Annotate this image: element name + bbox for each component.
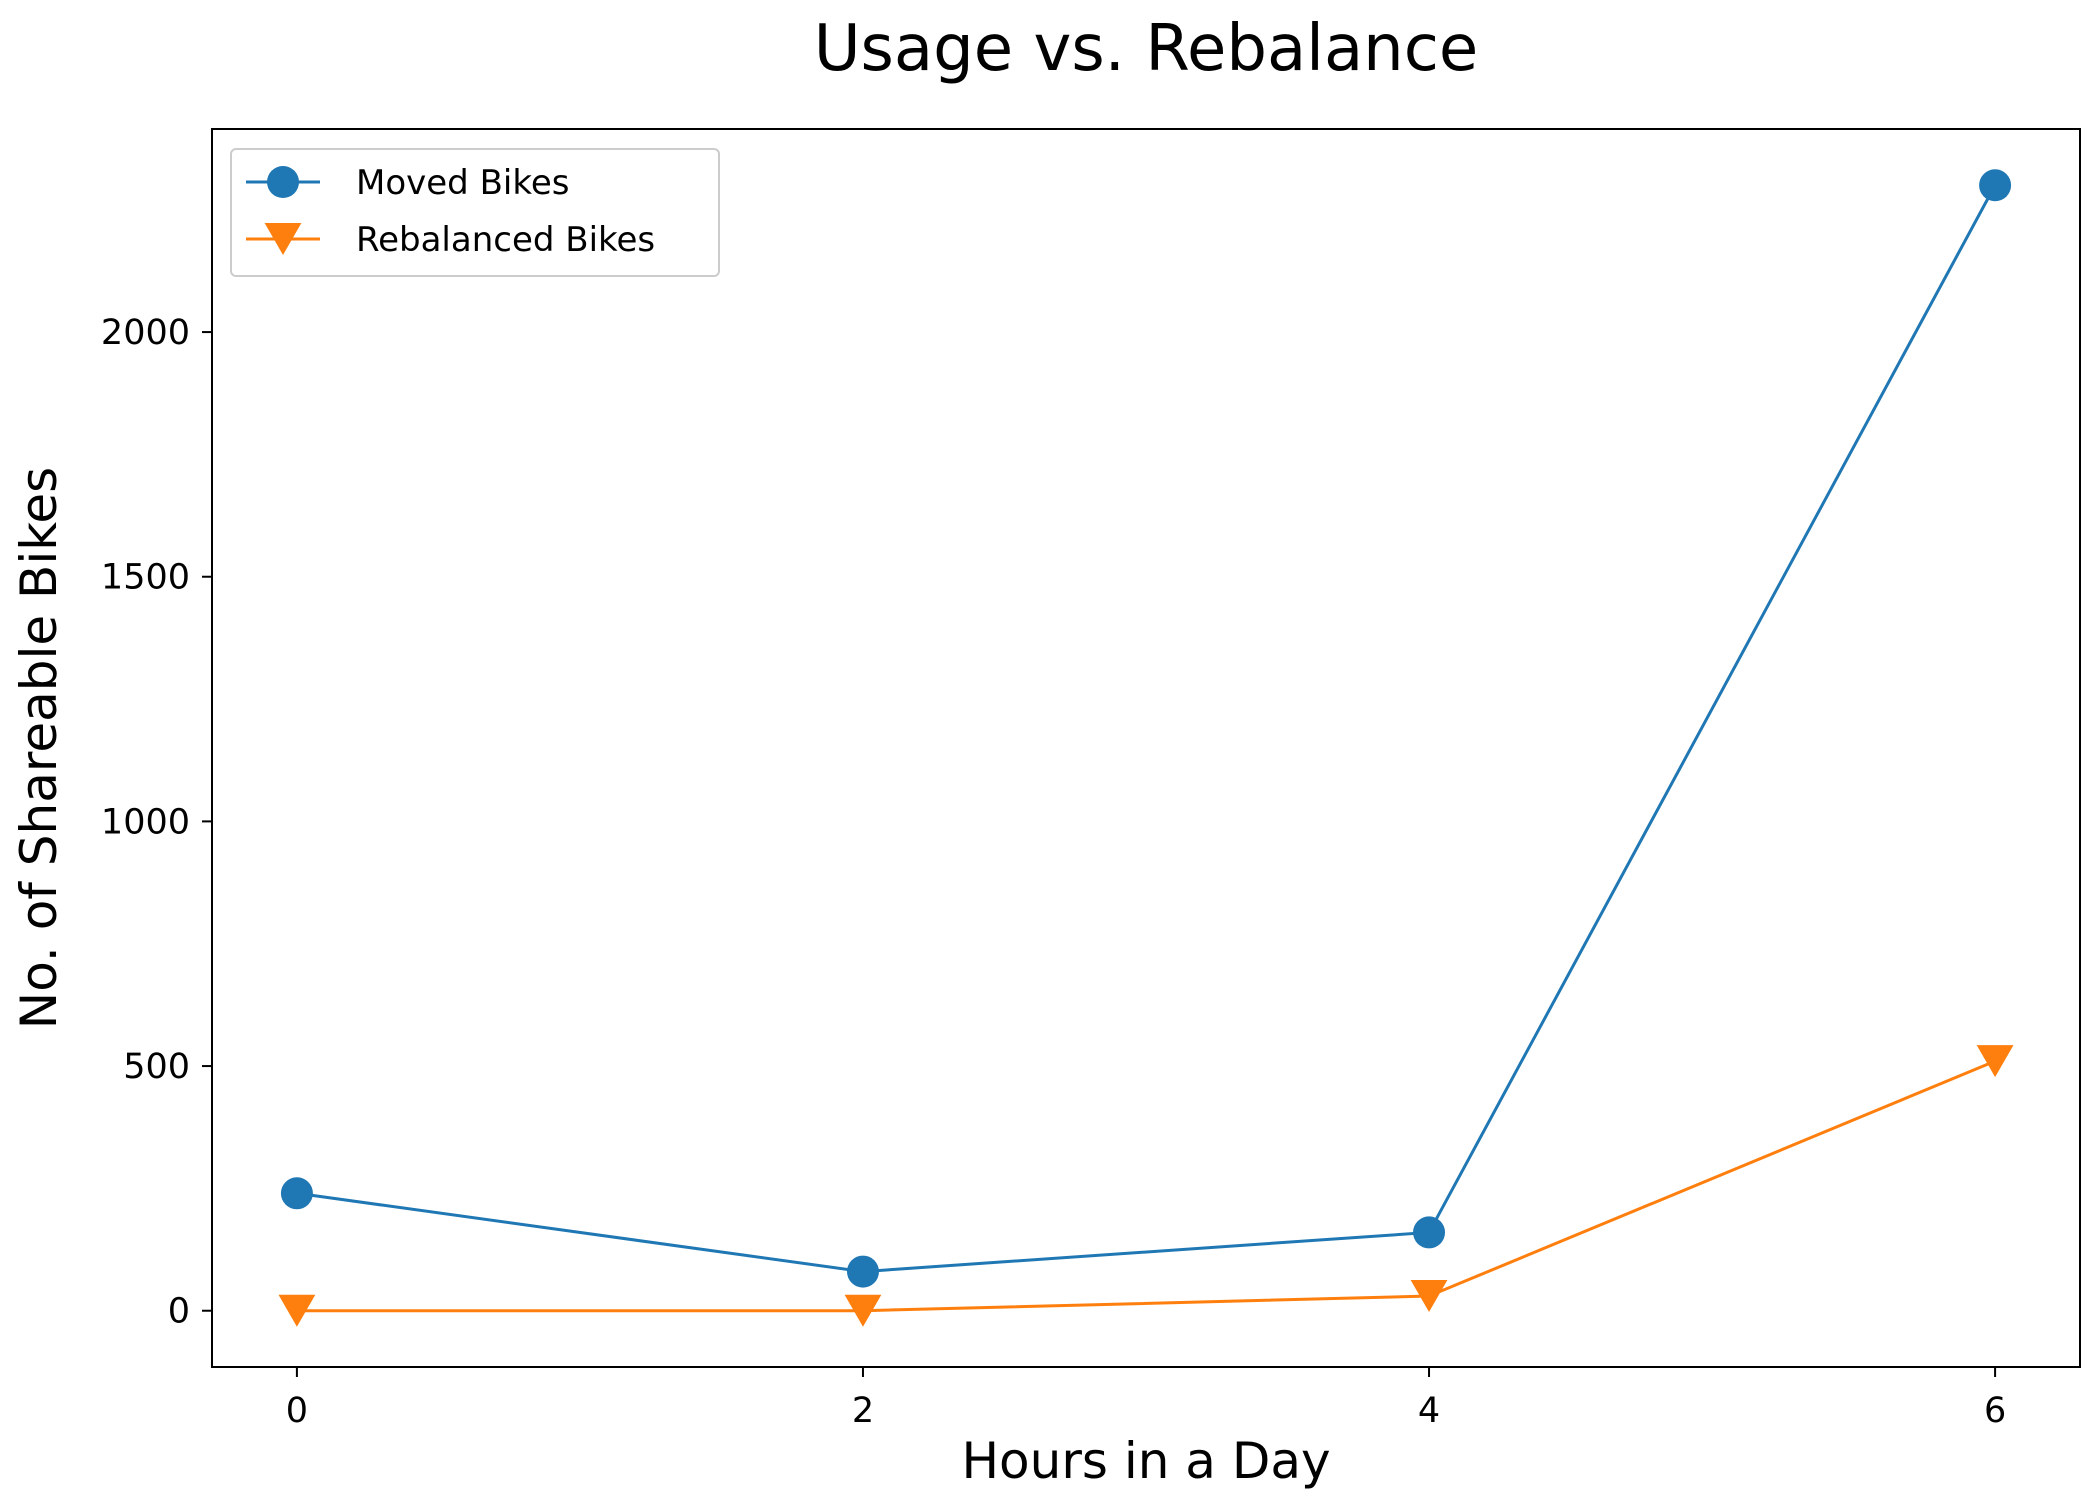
x-tick-label: 0	[286, 1391, 308, 1431]
legend-entry: Rebalanced Bikes	[246, 220, 655, 260]
data-point	[1410, 1280, 1448, 1313]
series-line	[296, 1059, 1996, 1313]
data-point	[844, 1294, 882, 1327]
x-axis-title: Hours in a Day	[961, 1432, 1330, 1490]
legend-label: Moved Bikes	[356, 163, 569, 203]
legend-label: Rebalanced Bikes	[356, 220, 655, 260]
x-axis-ticks: 0 2 4 6	[286, 1367, 2006, 1431]
data-point	[846, 1255, 879, 1288]
plot-frame	[211, 128, 2081, 1368]
legend-box	[230, 148, 720, 277]
series-layer	[278, 169, 2014, 1327]
y-axis-ticks: 0 500 1000 1500 2000	[101, 313, 212, 1332]
y-tick-label: 1000	[101, 802, 190, 842]
legend-entry: Moved Bikes	[246, 163, 569, 203]
legend-entries: Moved Bikes Rebalanced Bikes	[246, 163, 655, 260]
x-tick-label: 2	[852, 1391, 874, 1431]
y-tick-label: 1500	[101, 558, 190, 598]
data-point	[1979, 169, 2012, 202]
data-point	[278, 1294, 316, 1327]
series-line	[296, 184, 1997, 1274]
data-point	[1976, 1045, 2014, 1078]
x-tick-label: 6	[1984, 1391, 2006, 1431]
series-moved-bikes	[280, 169, 2012, 1288]
y-axis-title: No. of Shareable Bikes	[10, 467, 68, 1029]
series-rebalanced-bikes	[278, 1045, 2014, 1327]
y-tick-label: 500	[123, 1047, 190, 1087]
y-tick-label: 2000	[101, 313, 190, 353]
y-tick-label: 0	[168, 1292, 190, 1332]
x-tick-label: 4	[1418, 1391, 1440, 1431]
legend-marker	[267, 166, 299, 198]
chart-title: Usage vs. Rebalance	[814, 12, 1479, 86]
data-point	[280, 1177, 313, 1210]
legend-marker	[264, 223, 302, 255]
data-point	[1413, 1216, 1446, 1249]
legend: Moved Bikes Rebalanced Bikes	[230, 148, 720, 277]
